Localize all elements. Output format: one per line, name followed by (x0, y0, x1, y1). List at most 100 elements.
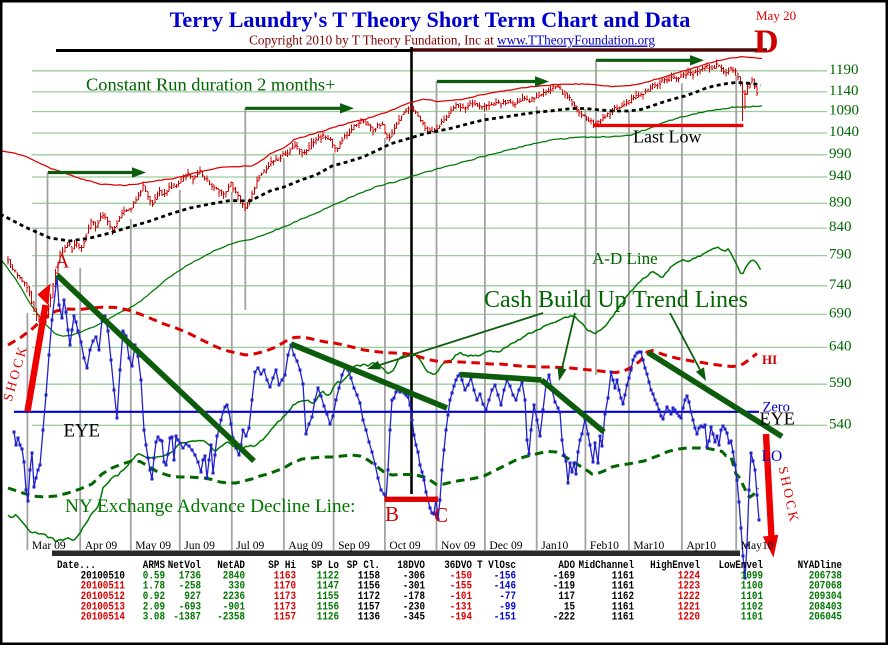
svg-text:2840: 2840 (223, 570, 245, 582)
svg-text:208403: 208403 (809, 601, 842, 613)
svg-text:36DVO: 36DVO (444, 560, 472, 572)
svg-text:-178: -178 (403, 591, 425, 603)
svg-text:-155: -155 (450, 581, 472, 593)
svg-text:15: 15 (564, 601, 575, 613)
svg-text:1220: 1220 (678, 612, 700, 624)
svg-text:1101: 1101 (741, 612, 764, 624)
svg-text:NY Exchange Advance Decline Li: NY Exchange Advance Decline Line: (65, 496, 356, 517)
svg-text:-119: -119 (553, 581, 575, 593)
svg-text:540: 540 (829, 416, 852, 432)
svg-text:Oct 09: Oct 09 (389, 539, 420, 552)
svg-text:1224: 1224 (678, 570, 701, 582)
svg-text:-131: -131 (450, 601, 473, 613)
svg-text:May 09: May 09 (135, 539, 171, 552)
svg-text:1161: 1161 (612, 612, 635, 624)
svg-text:NetAD: NetAD (217, 560, 245, 572)
svg-text:20100512: 20100512 (81, 591, 125, 603)
svg-text:ADO: ADO (558, 560, 575, 572)
svg-text:1162: 1162 (612, 591, 634, 603)
svg-text:-101: -101 (450, 591, 473, 603)
svg-text:1099: 1099 (741, 570, 763, 582)
svg-text:1173: 1173 (274, 591, 296, 603)
svg-text:1090: 1090 (829, 103, 859, 119)
svg-text:-99: -99 (499, 601, 516, 613)
svg-text:-258: -258 (179, 581, 201, 593)
svg-text:20100514: 20100514 (81, 612, 126, 624)
svg-text:3.08: 3.08 (143, 612, 165, 624)
svg-text:Last Low: Last Low (633, 127, 701, 147)
svg-text:-301: -301 (403, 581, 426, 593)
svg-text:Sep 09: Sep 09 (338, 539, 370, 552)
svg-text:-77: -77 (499, 591, 516, 603)
svg-text:EYE: EYE (760, 409, 795, 429)
svg-text:1140: 1140 (829, 83, 858, 99)
svg-text:206738: 206738 (809, 570, 842, 582)
svg-text:927: 927 (184, 591, 201, 603)
svg-text:A: A (55, 251, 70, 273)
svg-text:-693: -693 (179, 601, 201, 613)
svg-text:1163: 1163 (274, 570, 296, 582)
svg-text:1172: 1172 (358, 591, 380, 603)
svg-text:-194: -194 (450, 612, 473, 624)
svg-text:1190: 1190 (829, 62, 858, 78)
svg-text:Mar 09: Mar 09 (32, 539, 66, 552)
svg-text:1157: 1157 (358, 601, 380, 613)
svg-text:740: 740 (829, 277, 852, 293)
svg-text:1221: 1221 (678, 601, 701, 613)
svg-text:1040: 1040 (829, 124, 859, 140)
svg-text:0.92: 0.92 (143, 591, 165, 603)
svg-text:Copyright 2010 by T Theory Fun: Copyright 2010 by T Theory Fundation, In… (249, 33, 655, 48)
svg-text:-146: -146 (494, 581, 516, 593)
svg-text:1158: 1158 (358, 570, 380, 582)
svg-text:1161: 1161 (612, 601, 635, 613)
svg-text:990: 990 (829, 146, 852, 162)
svg-text:ARMS: ARMS (143, 560, 166, 572)
svg-text:1156: 1156 (358, 581, 380, 593)
svg-text:1102: 1102 (741, 601, 763, 613)
svg-text:Jan10: Jan10 (541, 539, 568, 552)
svg-text:SP Lo: SP Lo (311, 560, 339, 572)
svg-text:HighEnvel: HighEnvel (650, 560, 700, 572)
svg-text:Feb10: Feb10 (590, 539, 619, 552)
svg-text:MidChannel: MidChannel (579, 560, 635, 572)
svg-text:1.78: 1.78 (143, 581, 165, 593)
svg-text:D: D (754, 24, 779, 61)
svg-text:840: 840 (829, 219, 852, 235)
svg-text:NYADline: NYADline (798, 560, 842, 572)
svg-text:590: 590 (829, 375, 852, 391)
svg-text:206045: 206045 (809, 612, 842, 624)
svg-text:1157: 1157 (274, 612, 296, 624)
svg-text:1161: 1161 (612, 581, 635, 593)
svg-text:2.09: 2.09 (143, 601, 165, 613)
svg-text:-151: -151 (494, 612, 517, 624)
svg-text:1161: 1161 (612, 570, 635, 582)
svg-text:Cash Build Up Trend Lines: Cash Build Up Trend Lines (484, 287, 748, 313)
svg-text:1736: 1736 (179, 570, 201, 582)
svg-text:May 20: May 20 (756, 8, 796, 23)
svg-text:Dec 09: Dec 09 (489, 539, 522, 552)
svg-text:Zero: Zero (763, 400, 790, 416)
svg-text:HI: HI (762, 352, 777, 367)
svg-text:NetVol: NetVol (168, 560, 202, 572)
svg-text:-222: -222 (553, 612, 575, 624)
svg-text:209304: 209304 (809, 591, 843, 603)
svg-text:1155: 1155 (317, 591, 339, 603)
svg-text:330: 330 (228, 581, 245, 593)
svg-text:EYE: EYE (64, 421, 101, 442)
svg-text:Apr10: Apr10 (686, 539, 716, 552)
svg-text:1126: 1126 (317, 612, 339, 624)
svg-text:1173: 1173 (274, 601, 296, 613)
svg-text:May10: May10 (741, 539, 774, 552)
svg-text:640: 640 (829, 338, 852, 354)
svg-text:1136: 1136 (358, 612, 380, 624)
svg-text:B: B (385, 502, 399, 526)
svg-text:1222: 1222 (678, 591, 700, 603)
svg-text:SP Hi: SP Hi (268, 560, 296, 572)
svg-text:117: 117 (558, 591, 575, 603)
svg-text:1147: 1147 (317, 581, 339, 593)
svg-text:Apr 09: Apr 09 (85, 539, 118, 552)
svg-text:C: C (434, 503, 448, 527)
svg-text:1122: 1122 (317, 570, 339, 582)
svg-text:LowEnvel: LowEnvel (719, 560, 764, 572)
svg-text:-156: -156 (494, 570, 516, 582)
